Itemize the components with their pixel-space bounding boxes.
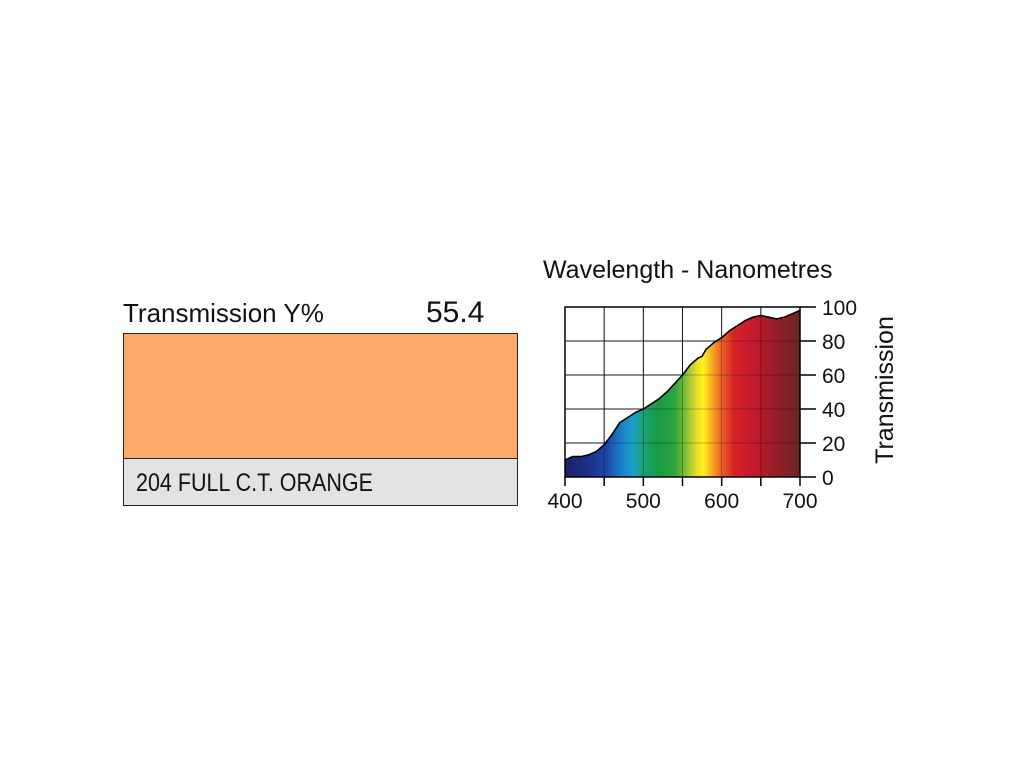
y-tick-label: 0 xyxy=(822,467,834,490)
transmission-curve xyxy=(564,309,801,461)
y-tick-label: 80 xyxy=(822,331,845,354)
transmission-value: 55.4 xyxy=(426,296,485,329)
y-tick-label: 20 xyxy=(822,433,845,456)
y-tick-label: 100 xyxy=(822,297,857,320)
x-tick-label: 600 xyxy=(704,490,739,513)
y-axis-label: Transmission xyxy=(871,316,899,464)
x-tick-label: 700 xyxy=(782,490,817,513)
y-tick-label: 40 xyxy=(822,399,845,422)
chart-title: Wavelength - Nanometres xyxy=(543,256,832,284)
x-tick-label: 500 xyxy=(626,490,661,513)
filter-name: 204 FULL C.T. ORANGE xyxy=(136,469,373,497)
x-axis-ticks: 400 500 600 700 xyxy=(547,477,818,513)
filter-swatch-panel: 204 FULL C.T. ORANGE xyxy=(123,333,518,506)
color-swatch xyxy=(124,334,517,459)
filter-name-area: 204 FULL C.T. ORANGE xyxy=(124,459,517,505)
transmission-label: Transmission Y% xyxy=(123,298,324,328)
chart-grid-overlay xyxy=(565,307,800,477)
y-axis-ticks: 0 20 40 60 80 100 xyxy=(800,297,857,490)
x-tick-label: 400 xyxy=(547,490,582,513)
y-tick-label: 60 xyxy=(822,365,845,388)
transmission-area xyxy=(565,310,800,477)
